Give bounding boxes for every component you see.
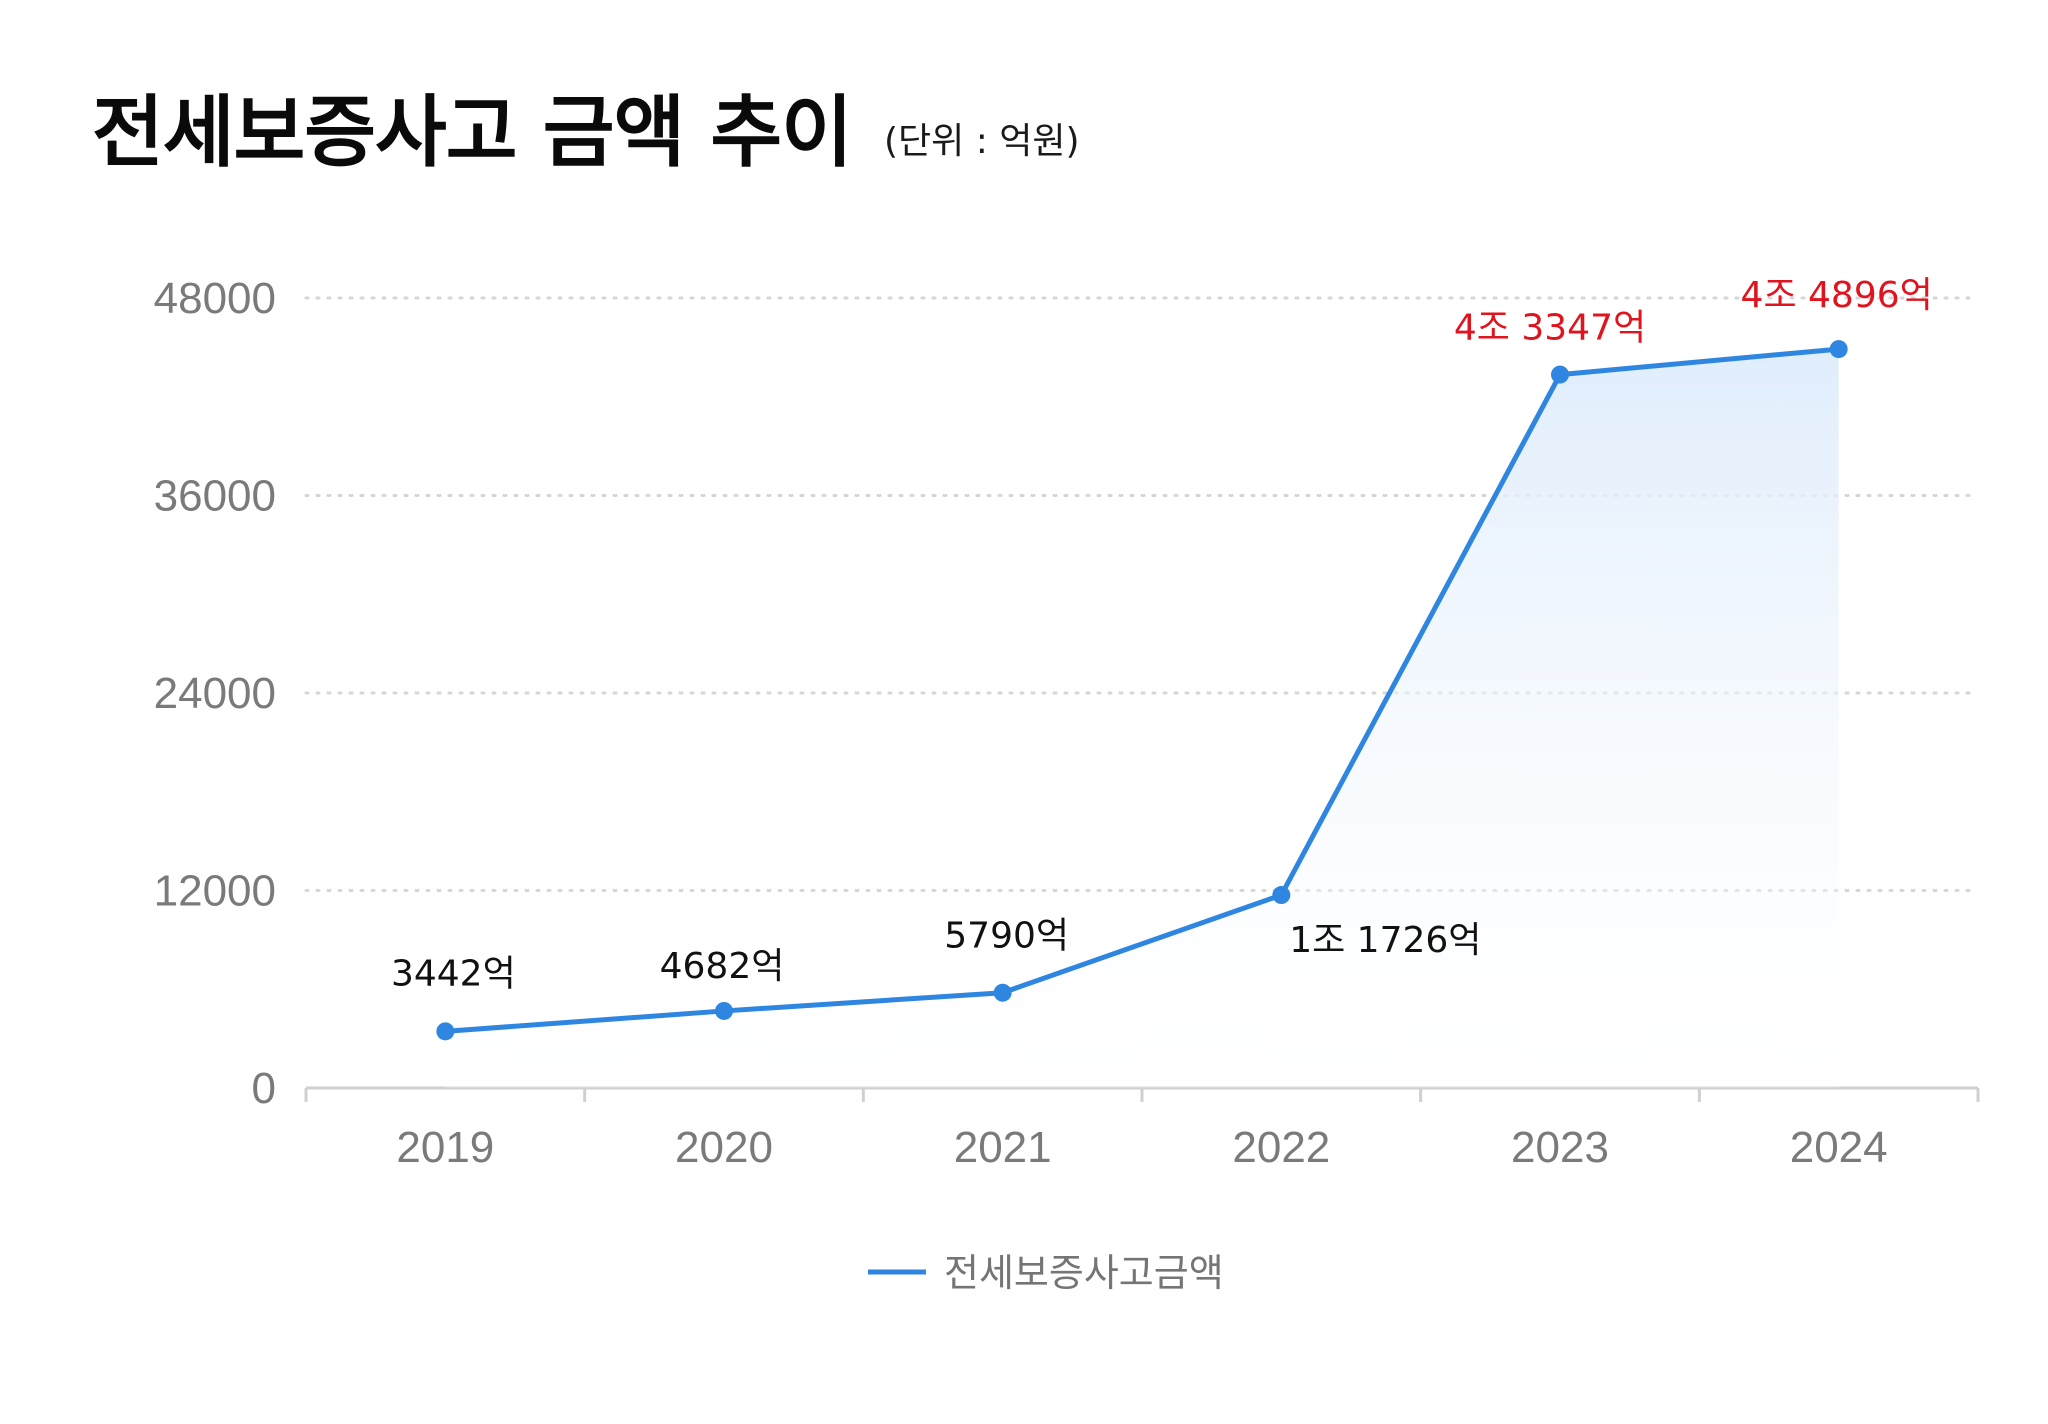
data-point[interactable] [1551, 365, 1569, 384]
data-labels: 3442억 4682억 5790억 1조 1726억 4조 3347억 4조 4896억 [391, 275, 1933, 994]
x-tick-label: 2024 [1790, 1123, 1888, 1172]
y-tick-label: 0 [252, 1064, 276, 1113]
legend-label: 전세보증사고금액 [944, 1251, 1224, 1295]
data-point[interactable] [436, 1022, 455, 1041]
area-fill [445, 349, 1839, 1088]
x-tick-label: 2021 [954, 1123, 1052, 1172]
y-axis: 0 12000 24000 36000 48000 [154, 274, 276, 1113]
y-tick-label: 48000 [154, 274, 276, 323]
data-label: 3442억 [391, 953, 516, 994]
data-label: 4조 4896억 [1741, 275, 1933, 316]
data-label: 1조 1726억 [1289, 920, 1481, 961]
legend: 전세보증사고금액 [868, 1251, 1224, 1295]
y-tick-label: 12000 [154, 867, 276, 916]
x-tick-label: 2023 [1511, 1123, 1609, 1172]
unit-note: (단위 : 억원) [884, 121, 1080, 162]
data-point[interactable] [715, 1001, 733, 1020]
y-tick-label: 36000 [154, 472, 276, 521]
plot-area [436, 340, 1848, 1088]
data-label: 4682억 [660, 946, 785, 987]
x-tick-label: 2019 [396, 1123, 494, 1172]
data-point[interactable] [993, 983, 1012, 1002]
data-point[interactable] [1829, 340, 1848, 359]
x-tick-label: 2020 [675, 1123, 773, 1172]
x-axis: 2019 2020 2021 2022 2023 2024 [304, 1086, 1980, 1172]
series-line [445, 346, 1839, 1034]
data-label: 5790억 [944, 916, 1069, 957]
chart-title: 전세보증사고 금액 추이 [92, 88, 853, 178]
y-tick-label: 24000 [154, 669, 276, 718]
data-label: 4조 3347억 [1454, 308, 1646, 349]
data-point[interactable] [1272, 886, 1291, 905]
grid-lines [304, 296, 1980, 892]
x-tick-label: 2022 [1232, 1123, 1330, 1172]
